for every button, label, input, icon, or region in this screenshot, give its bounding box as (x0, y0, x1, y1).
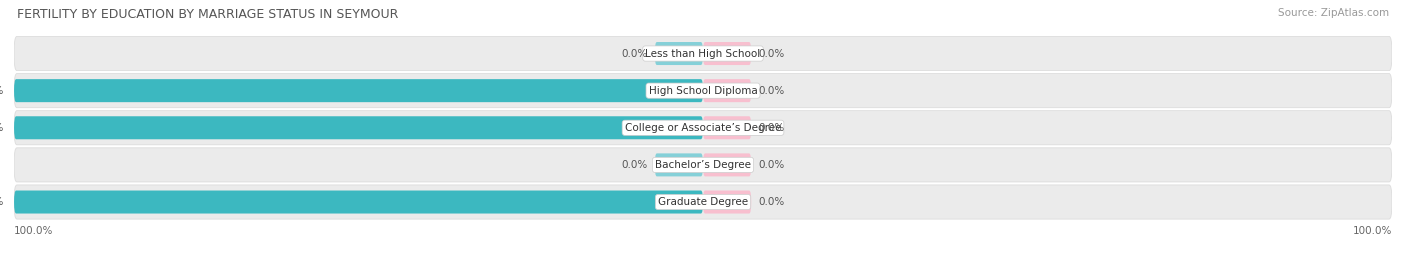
FancyBboxPatch shape (703, 116, 751, 139)
Text: 100.0%: 100.0% (14, 226, 53, 236)
Text: 0.0%: 0.0% (758, 123, 785, 133)
Text: 0.0%: 0.0% (758, 160, 785, 170)
Text: 100.0%: 100.0% (0, 123, 4, 133)
FancyBboxPatch shape (655, 153, 703, 176)
Text: 0.0%: 0.0% (621, 48, 648, 59)
FancyBboxPatch shape (14, 116, 703, 139)
Text: Less than High School: Less than High School (645, 48, 761, 59)
Text: 0.0%: 0.0% (758, 86, 785, 96)
Text: College or Associate’s Degree: College or Associate’s Degree (624, 123, 782, 133)
Text: Graduate Degree: Graduate Degree (658, 197, 748, 207)
Text: Bachelor’s Degree: Bachelor’s Degree (655, 160, 751, 170)
FancyBboxPatch shape (14, 37, 1392, 70)
Text: High School Diploma: High School Diploma (648, 86, 758, 96)
FancyBboxPatch shape (14, 148, 1392, 182)
Text: 100.0%: 100.0% (0, 197, 4, 207)
Text: 0.0%: 0.0% (758, 48, 785, 59)
FancyBboxPatch shape (14, 190, 703, 214)
Text: 100.0%: 100.0% (1353, 226, 1392, 236)
FancyBboxPatch shape (14, 185, 1392, 219)
FancyBboxPatch shape (703, 79, 751, 102)
Text: 0.0%: 0.0% (758, 197, 785, 207)
FancyBboxPatch shape (655, 42, 703, 65)
FancyBboxPatch shape (703, 153, 751, 176)
FancyBboxPatch shape (14, 74, 1392, 108)
Text: 0.0%: 0.0% (621, 160, 648, 170)
Text: 100.0%: 100.0% (0, 86, 4, 96)
FancyBboxPatch shape (14, 111, 1392, 145)
FancyBboxPatch shape (14, 79, 703, 102)
FancyBboxPatch shape (703, 190, 751, 214)
FancyBboxPatch shape (703, 42, 751, 65)
Text: FERTILITY BY EDUCATION BY MARRIAGE STATUS IN SEYMOUR: FERTILITY BY EDUCATION BY MARRIAGE STATU… (17, 8, 398, 21)
Text: Source: ZipAtlas.com: Source: ZipAtlas.com (1278, 8, 1389, 18)
